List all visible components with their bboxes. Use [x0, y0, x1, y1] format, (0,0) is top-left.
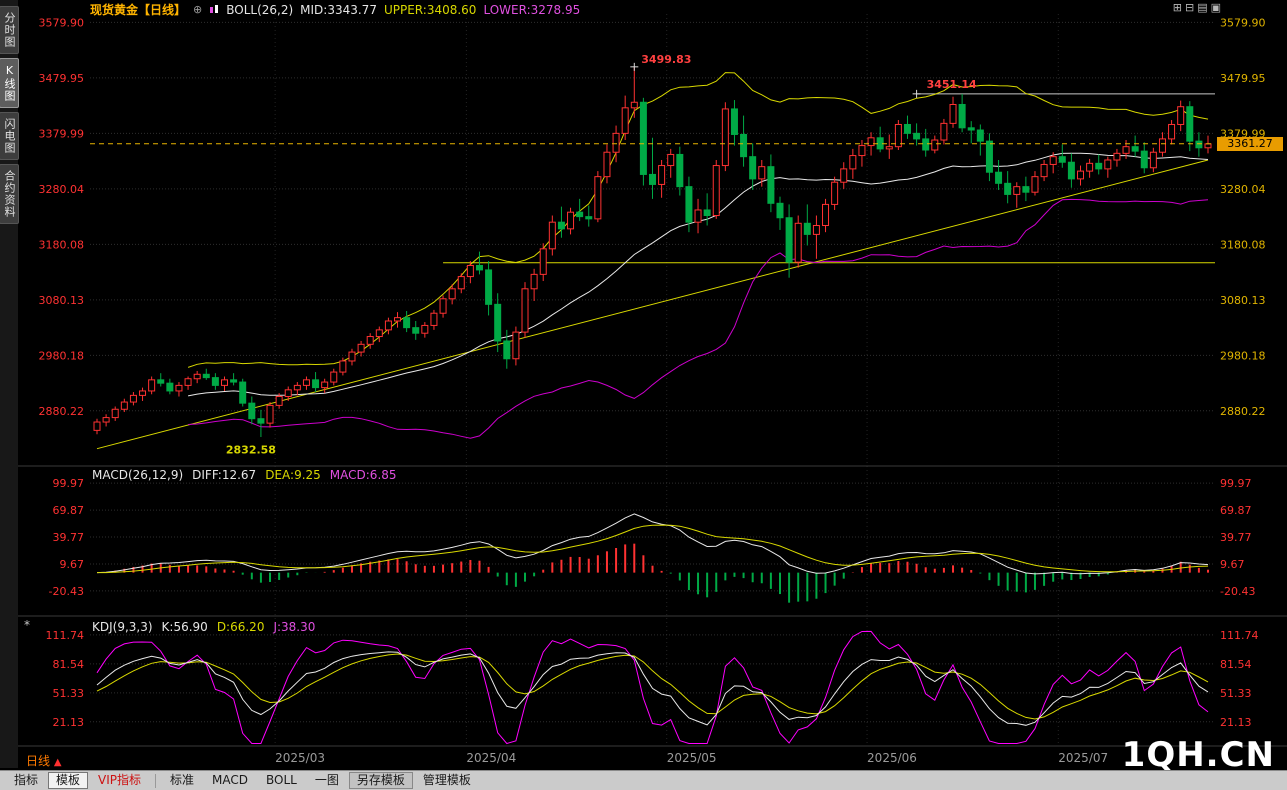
svg-text:21.13: 21.13: [1220, 716, 1252, 729]
boll-upper-value: UPPER:3408.60: [383, 2, 477, 17]
svg-text:51.33: 51.33: [1220, 687, 1252, 700]
kdj-title: KDJ(9,3,3): [92, 620, 153, 634]
toolbar-btn-save-template[interactable]: 另存模板: [348, 772, 413, 789]
svg-text:111.74: 111.74: [1220, 629, 1259, 642]
boll-lower-value: LOWER:3278.95: [483, 2, 581, 17]
kdj-j-value: J:38.30: [273, 620, 316, 634]
bottom-toolbar: 指标 模板 VIP指标 标准 MACD BOLL 一图 另存模板 管理模板: [0, 770, 1287, 790]
boll-label: BOLL(26,2): [226, 2, 294, 17]
svg-text:3579.90: 3579.90: [39, 16, 85, 29]
svg-text:3080.13: 3080.13: [39, 294, 85, 307]
add-overlay-icon[interactable]: ⊕: [193, 3, 203, 16]
grid-layer: [18, 14, 1287, 747]
svg-text:81.54: 81.54: [53, 658, 85, 671]
toolbar-tab-vip-indicators[interactable]: VIP指标: [98, 773, 142, 787]
svg-text:51.33: 51.33: [53, 687, 85, 700]
period-label: 日线: [26, 754, 51, 768]
boll-indicator-icon: [209, 4, 219, 15]
window-layout-icons: ⊞ ⊟ ▤ ▣: [1173, 2, 1221, 14]
price-annotation: 3499.83: [641, 53, 691, 66]
svg-text:21.13: 21.13: [53, 716, 85, 729]
svg-text:39.77: 39.77: [53, 531, 85, 544]
svg-text:69.87: 69.87: [1220, 504, 1252, 517]
toolbar-btn-macd[interactable]: MACD: [212, 773, 249, 787]
annotations-layer: 3499.83 3451.14 2832.58: [90, 53, 1215, 456]
left-sidebar: 分时图 K线图 闪电图 合约资料: [0, 0, 19, 768]
toolbar-tab-templates[interactable]: 模板: [48, 772, 89, 789]
svg-text:2025/06: 2025/06: [867, 751, 917, 765]
svg-text:3280.04: 3280.04: [39, 183, 85, 196]
list-layout-icon[interactable]: ▤: [1197, 1, 1208, 14]
toolbar-tab-indicators[interactable]: 指标: [14, 773, 39, 787]
macd-panel-header: MACD(26,12,9) DIFF:12.67 DEA:9.25 MACD:6…: [92, 468, 397, 482]
price-annotation: 3451.14: [927, 78, 977, 91]
svg-text:3280.04: 3280.04: [1220, 183, 1266, 196]
macd-macd-value: MACD:6.85: [329, 468, 397, 482]
axis-labels-layer: 2025/03 2025/04 2025/05 2025/06 2025/07 3579.…: [39, 16, 1266, 765]
kdj-panel-header: KDJ(9,3,3) K:56.90 D:66.20 J:38.30: [92, 620, 315, 634]
toolbar-btn-boll[interactable]: BOLL: [266, 773, 297, 787]
toolbar-btn-one-chart[interactable]: 一图: [314, 773, 339, 787]
svg-text:99.97: 99.97: [53, 477, 85, 490]
svg-text:3579.90: 3579.90: [1220, 16, 1266, 29]
sidebar-item-contract-info[interactable]: 合约资料: [0, 164, 19, 224]
price-annotation: 2832.58: [226, 443, 276, 456]
toolbar-separator: [155, 773, 157, 788]
svg-text:9.67: 9.67: [1220, 558, 1245, 571]
svg-text:-20.43: -20.43: [1220, 585, 1255, 598]
kdj-panel-marker-icon[interactable]: *: [24, 618, 30, 632]
svg-text:2880.22: 2880.22: [39, 405, 85, 418]
svg-text:99.97: 99.97: [1220, 477, 1252, 490]
macd-title: MACD(26,12,9): [92, 468, 184, 482]
period-up-arrow-icon: ▲: [53, 757, 62, 768]
svg-text:3080.13: 3080.13: [1220, 294, 1266, 307]
svg-text:3479.95: 3479.95: [1220, 72, 1266, 85]
sidebar-item-lightning-chart[interactable]: 闪电图: [0, 112, 19, 160]
svg-text:2980.18: 2980.18: [39, 349, 85, 362]
svg-text:2980.18: 2980.18: [1220, 349, 1266, 362]
svg-text:2025/03: 2025/03: [275, 751, 325, 765]
svg-text:3479.95: 3479.95: [39, 72, 85, 85]
svg-text:-20.43: -20.43: [49, 585, 84, 598]
sidebar-item-kline-chart[interactable]: K线图: [0, 58, 19, 108]
toolbar-btn-manage-template[interactable]: 管理模板: [422, 773, 471, 787]
symbol-title: 现货黄金【日线】: [90, 3, 187, 17]
svg-text:3180.08: 3180.08: [1220, 238, 1266, 251]
candles-layer: [93, 66, 1212, 438]
svg-text:39.77: 39.77: [1220, 531, 1252, 544]
svg-text:111.74: 111.74: [46, 629, 85, 642]
macd-diff-value: DIFF:12.67: [192, 468, 257, 482]
kdj-k-value: K:56.90: [161, 620, 208, 634]
svg-text:69.87: 69.87: [53, 504, 85, 517]
svg-text:9.67: 9.67: [60, 558, 85, 571]
trendline-layer: [96, 93, 1215, 450]
macd-dea-value: DEA:9.25: [265, 468, 321, 482]
period-selector[interactable]: 日线 ▲: [26, 752, 62, 769]
split-layout-icon[interactable]: ⊟: [1184, 1, 1195, 14]
svg-text:2880.22: 2880.22: [1220, 405, 1266, 418]
svg-text:2025/04: 2025/04: [466, 751, 516, 765]
boll-mid-value: MID:3343.77: [300, 2, 377, 17]
tile-layout-icon[interactable]: ⊞: [1172, 1, 1182, 14]
svg-text:2025/05: 2025/05: [667, 751, 717, 765]
svg-text:3379.99: 3379.99: [39, 127, 85, 140]
kdj-d-value: D:66.20: [216, 620, 265, 634]
sidebar-item-time-chart[interactable]: 分时图: [0, 6, 19, 54]
boll-layer: [187, 72, 1209, 439]
chart-header: 现货黄金【日线】 ⊕ BOLL(26,2) MID:3343.77 UPPER:…: [90, 2, 581, 18]
grid-layout-icon[interactable]: ▣: [1210, 1, 1221, 14]
macd-layer: 99.97 99.97 69.87 69.87 39.77 39.77 9.67 9.67 -2…: [49, 477, 1255, 603]
svg-text:81.54: 81.54: [1220, 658, 1252, 671]
svg-text:3180.08: 3180.08: [39, 238, 85, 251]
current-price-tag: 3361.27: [1217, 136, 1283, 151]
svg-text:2025/07: 2025/07: [1058, 751, 1108, 765]
kdj-layer: 111.74 111.74 81.54 81.54 51.33 51.33 21.13 21.…: [46, 629, 1259, 745]
toolbar-btn-standard[interactable]: 标准: [170, 773, 195, 787]
site-watermark: 1QH.CN: [1121, 735, 1275, 775]
